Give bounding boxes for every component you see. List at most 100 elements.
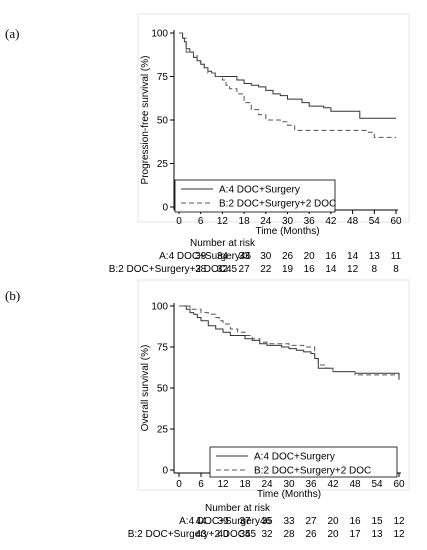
x-tick-label: 0: [176, 479, 182, 490]
risk-value: 15: [371, 516, 383, 527]
plot-frame: [137, 279, 410, 491]
series-line-a: [179, 305, 400, 380]
y-tick-label: 0: [162, 203, 168, 214]
legend-label-a: A:4 DOC+Surgery: [254, 452, 335, 463]
risk-value: 16: [349, 516, 361, 527]
risk-value: 33: [239, 251, 251, 262]
x-tick-label: 24: [261, 479, 273, 490]
y-tick-label: 50: [157, 384, 169, 395]
x-tick-label: 30: [283, 479, 295, 490]
risk-value: 17: [349, 529, 361, 540]
risk-value: 44: [195, 516, 207, 527]
risk-value: 14: [347, 251, 359, 262]
y-tick-label: 100: [151, 302, 168, 313]
x-tick-label: 24: [260, 216, 272, 227]
x-tick-label: 54: [369, 216, 381, 227]
risk-value: 12: [393, 529, 405, 540]
x-tick-label: 6: [198, 479, 204, 490]
risk-value: 14: [325, 264, 337, 275]
legend-box: [209, 446, 398, 478]
x-tick-label: 0: [176, 216, 182, 227]
risk-row-label: B:2 DOC+Surgery+2 DOC: [109, 264, 226, 275]
risk-value: 19: [282, 264, 294, 275]
x-tick-label: 6: [198, 216, 204, 227]
risk-value: 30: [260, 251, 272, 262]
x-axis-title: Time (Months): [257, 489, 321, 500]
x-tick-label: 36: [305, 479, 317, 490]
x-tick-label: 42: [327, 479, 339, 490]
risk-table-title: Number at risk: [190, 238, 256, 249]
panel-b-label: (b): [5, 288, 21, 303]
risk-value: 35: [261, 516, 273, 527]
x-tick-label: 60: [390, 216, 402, 227]
risk-value: 39: [217, 516, 229, 527]
x-tick-label: 48: [347, 216, 359, 227]
y-tick-label: 75: [157, 72, 169, 83]
y-tick-label: 25: [157, 425, 169, 436]
series-line-a: [179, 32, 396, 119]
risk-value: 46: [260, 516, 272, 527]
y-tick-label: 25: [157, 159, 169, 170]
y-tick-label: 0: [162, 466, 168, 477]
legend-label-b: B:2 DOC+Surgery+2 DOC: [219, 199, 336, 210]
risk-value: 13: [371, 529, 383, 540]
risk-row-label: A:4 DOC+Surgery: [159, 251, 240, 262]
legend-label-b: B:2 DOC+Surgery+2 DOC: [254, 466, 371, 477]
risk-value: 39: [195, 251, 207, 262]
risk-value: 27: [305, 516, 317, 527]
risk-value: 35: [239, 529, 251, 540]
risk-value: 32: [261, 529, 273, 540]
risk-table-title: Number at risk: [205, 503, 271, 514]
x-tick-label: 30: [282, 216, 294, 227]
x-tick-label: 60: [393, 479, 405, 490]
x-tick-label: 42: [325, 216, 337, 227]
risk-value: 12: [347, 264, 359, 275]
risk-value: 13: [369, 251, 381, 262]
x-tick-label: 36: [304, 216, 316, 227]
risk-value: 33: [283, 516, 295, 527]
y-tick-label: 50: [157, 116, 169, 127]
series-line-b: [179, 305, 399, 376]
risk-value: 22: [260, 264, 272, 275]
x-tick-label: 12: [217, 216, 229, 227]
series-line-b: [179, 32, 396, 138]
panel-a-label: (a): [5, 26, 20, 41]
plot-frame: [137, 13, 410, 223]
risk-value: 28: [283, 529, 295, 540]
risk-value: 32: [217, 264, 229, 275]
risk-value: 8: [372, 264, 378, 275]
risk-value: 40: [217, 529, 229, 540]
risk-value: 43: [195, 529, 207, 540]
risk-value: 37: [239, 516, 251, 527]
y-axis-title: Progression-free survival (%): [140, 56, 151, 185]
risk-value: 26: [305, 529, 317, 540]
risk-value: 8: [393, 264, 399, 275]
x-tick-label: 18: [239, 216, 251, 227]
risk-value: 20: [327, 516, 339, 527]
x-tick-label: 18: [239, 479, 251, 490]
x-tick-label: 48: [349, 479, 361, 490]
risk-value: 38: [195, 264, 207, 275]
legend-box: [174, 179, 336, 213]
risk-value: 20: [327, 529, 339, 540]
x-axis-title: Time (Months): [255, 226, 319, 237]
y-tick-label: 100: [151, 29, 168, 40]
risk-value: 20: [304, 251, 316, 262]
risk-value: 12: [393, 516, 405, 527]
risk-value: 27: [239, 264, 251, 275]
x-tick-label: 12: [217, 479, 229, 490]
risk-value: 45: [245, 529, 257, 540]
risk-value: 16: [304, 264, 316, 275]
risk-value: 46: [240, 251, 252, 262]
risk-value: 11: [391, 251, 402, 262]
risk-value: 26: [282, 251, 294, 262]
x-tick-label: 54: [371, 479, 383, 490]
y-tick-label: 75: [157, 343, 169, 354]
y-axis-title: Overall survival (%): [140, 345, 151, 432]
risk-value: 34: [217, 251, 229, 262]
risk-value: 45: [226, 264, 238, 275]
risk-value: 16: [325, 251, 337, 262]
legend-label-a: A:4 DOC+Surgery: [219, 185, 300, 196]
risk-row-label: B:2 DOC+Surgery+2 DOC: [128, 529, 245, 540]
